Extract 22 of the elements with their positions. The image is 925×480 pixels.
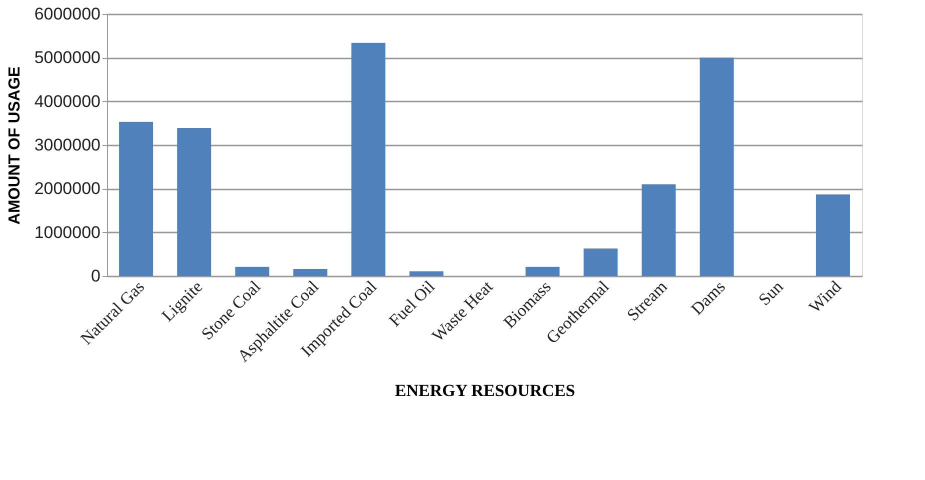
bar [409,271,444,276]
y-tick-label: 3000000 [34,136,100,154]
bar [526,266,560,276]
bar [351,42,386,276]
bar [584,248,618,276]
bar [293,269,328,276]
y-tick-label: 0 [91,266,100,286]
bar [700,58,734,276]
y-tick-label: 2000000 [34,179,100,198]
y-axis-title: AMOUNT OF USAGE [6,66,24,225]
x-axis-title: ENERGY RESOURCES [394,380,576,400]
bar [177,128,212,276]
y-tick-label: 6000000 [34,4,100,24]
x-tick-label: Sun [754,276,788,310]
y-tick-label: 1000000 [34,222,100,242]
x-tick-label: Fuel Oil [385,276,439,330]
bar [816,194,850,276]
y-tick-label: 4000000 [34,92,100,111]
bar [642,184,676,276]
bar [235,266,270,276]
y-tick-label: 5000000 [34,48,100,68]
bar [119,122,154,276]
